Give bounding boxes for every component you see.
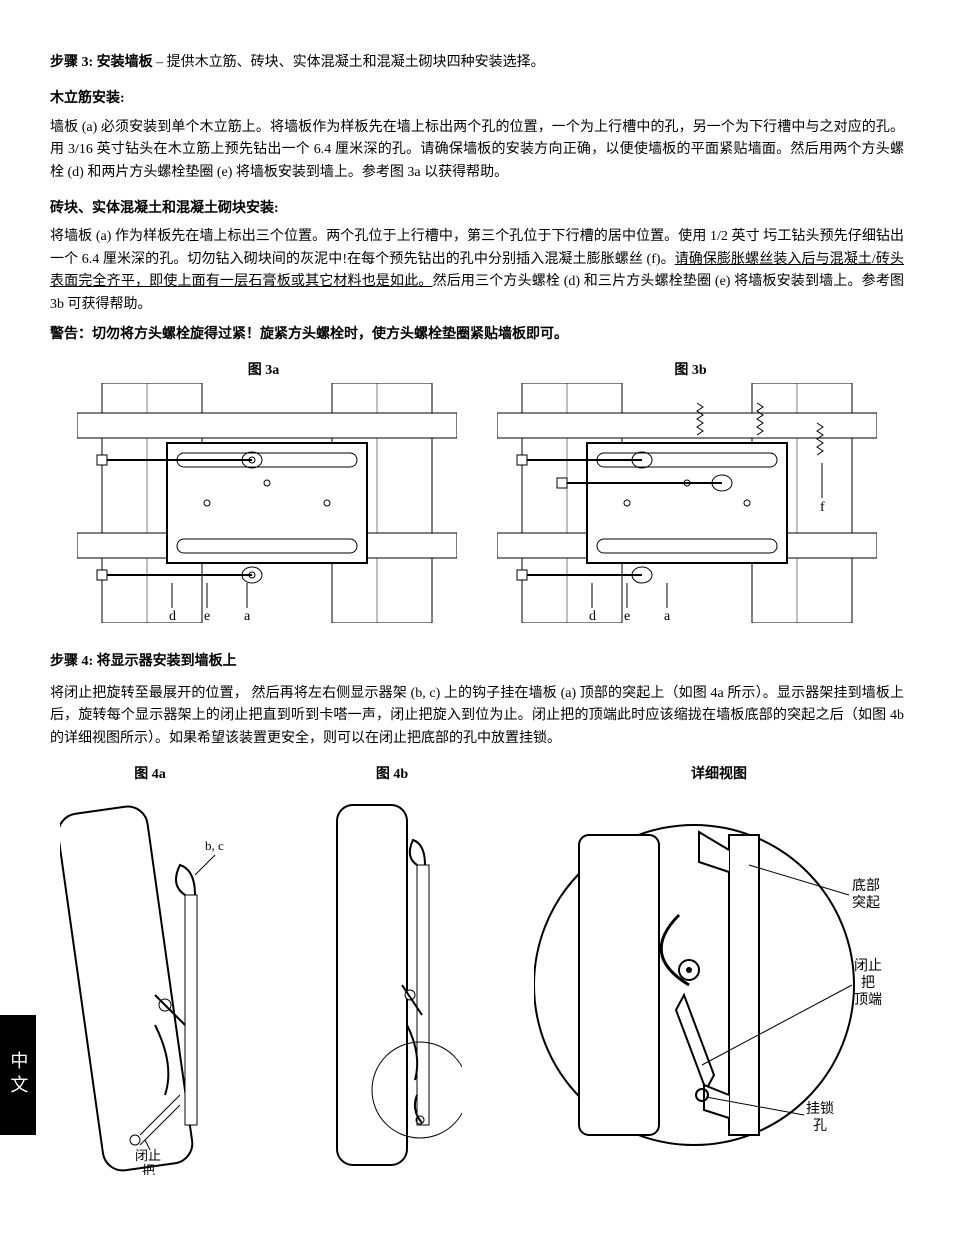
fig4b-label: 图 4b <box>312 764 472 786</box>
fig3b-e: e <box>624 609 630 623</box>
wood-para: 墙板 (a) 必须安装到单个木立筋上。将墙板作为样板先在墙上标出两个孔的位置，一… <box>50 117 904 184</box>
fig4a-latch2: 把 <box>142 1163 155 1175</box>
wood-heading: 木立筋安装: <box>50 88 904 110</box>
detail-latch-top3: 顶端 <box>854 992 882 1008</box>
fig3a-a: a <box>244 609 251 623</box>
detail-padlock1: 挂锁 <box>806 1101 834 1117</box>
fig3a-diagram: d e a <box>77 383 457 623</box>
fig4a-bc: b, c <box>205 838 224 853</box>
fig4a-diagram: b, c 闭止 把 <box>60 795 240 1175</box>
fig4b-col: 图 4b <box>312 764 472 1174</box>
fig3b-diagram: f d e a <box>497 383 877 623</box>
fig3b-d: d <box>589 609 596 623</box>
step3-warning: 警告：切勿将方头螺栓旋得过紧！旋紧方头螺栓时，使方头螺栓垫圈紧贴墙板即可。 <box>50 324 904 346</box>
step4-heading: 步骤 4: 将显示器安装到墙板上 <box>50 651 904 673</box>
fig4a-col: 图 4a b, c 闭止 把 <box>50 764 250 1174</box>
fig4a-label: 图 4a <box>50 764 250 786</box>
fig3-content: d e a <box>50 383 904 623</box>
step3-heading-bold: 步骤 3: 安装墙板 <box>50 55 153 70</box>
step4-figures: 图 4a b, c 闭止 把 图 4b <box>50 764 904 1174</box>
detail-latch-top2: 把 <box>861 975 875 991</box>
detail-latch-top1: 闭止 <box>854 958 882 974</box>
detail-bottom-protrusion1: 底部 <box>852 878 880 894</box>
step3-heading-rest: – 提供木立筋、砖块、实体混凝土和混凝土砌块四种安装选择。 <box>153 55 545 70</box>
fig3a-label: 图 3a <box>64 360 464 382</box>
fig3-labels: 图 3a 图 3b <box>50 360 904 382</box>
fig4a-latch1: 闭止 <box>135 1148 161 1163</box>
fig4b-diagram <box>322 795 462 1175</box>
fig3a-e: e <box>204 609 210 623</box>
detail-padlock2: 孔 <box>813 1118 827 1134</box>
step3-heading: 步骤 3: 安装墙板 – 提供木立筋、砖块、实体混凝土和混凝土砌块四种安装选择。 <box>50 52 904 74</box>
fig3b-a: a <box>664 609 671 623</box>
detail-diagram: 底部 突起 闭止 把 顶端 挂锁 孔 <box>534 795 904 1175</box>
fig3a-d: d <box>169 609 176 623</box>
detail-bottom-protrusion2: 突起 <box>852 895 880 911</box>
step4-para: 将闭止把旋转至最展开的位置， 然后再将左右侧显示器架 (b, c) 上的钩子挂在… <box>50 683 904 750</box>
brick-para: 将墙板 (a) 作为样板先在墙上标出三个位置。两个孔位于上行槽中，第三个孔位于下… <box>50 226 904 316</box>
brick-heading: 砖块、实体混凝土和混凝土砌块安装: <box>50 198 904 220</box>
detail-col: 详细视图 底部 突起 闭止 把 顶端 <box>534 764 904 1174</box>
fig3b-f: f <box>820 500 825 515</box>
fig3b-label: 图 3b <box>491 360 891 382</box>
detail-label: 详细视图 <box>534 764 904 786</box>
language-tab: 中文 <box>0 1015 36 1135</box>
